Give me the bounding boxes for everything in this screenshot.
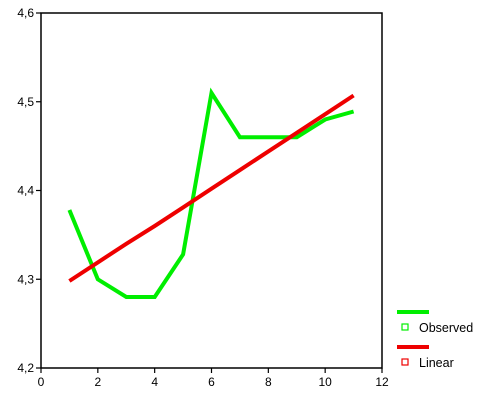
x-tick-label: 2 [94,375,101,389]
series-line-linear [68,93,355,283]
legend-marker-linear [401,358,409,366]
series-layer [67,87,355,299]
y-tick-label: 4,5 [17,95,34,109]
x-tick-label: 10 [318,375,332,389]
legend: Observed Linear [397,310,473,370]
legend-marker-observed [401,323,409,331]
y-axis: 4,2 4,3 4,4 4,5 4,6 [17,6,41,375]
x-tick-label: 0 [38,375,45,389]
legend-label-observed: Observed [419,321,473,335]
x-axis: 0 2 4 6 8 10 12 [38,368,389,389]
y-tick-label: 4,4 [17,184,34,198]
y-tick-label: 4,6 [17,6,34,20]
x-tick-label: 6 [208,375,215,389]
x-tick-label: 8 [265,375,272,389]
y-tick-label: 4,2 [17,361,34,375]
y-tick-label: 4,3 [17,272,34,286]
x-tick-label: 4 [151,375,158,389]
x-tick-label: 12 [375,375,389,389]
series-line-observed [67,87,355,299]
legend-label-linear: Linear [419,356,454,370]
